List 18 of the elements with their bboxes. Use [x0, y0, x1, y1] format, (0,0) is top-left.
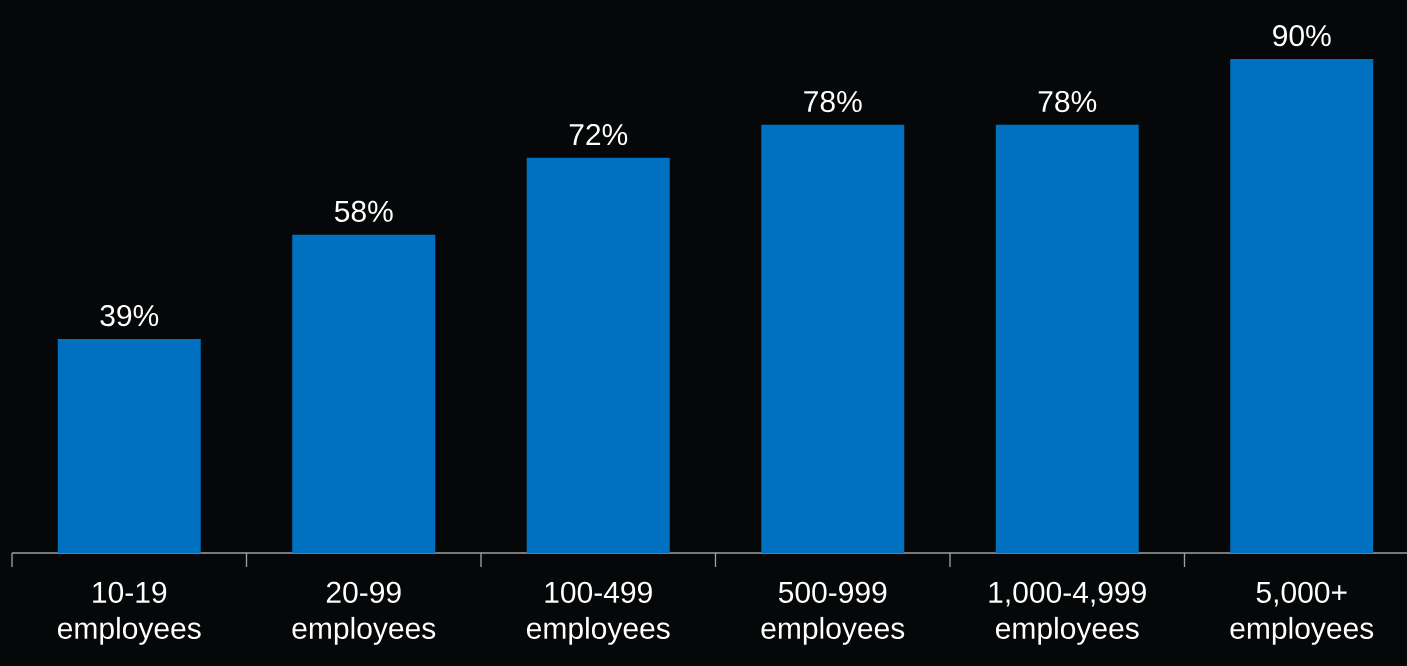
bar	[1230, 58, 1374, 553]
x-tick-label: 5,000+ employees	[1230, 581, 1374, 645]
data-label: 78%	[804, 90, 862, 113]
x-tick-label: 1,000-4,999 employees	[989, 581, 1146, 645]
data-label: 58%	[334, 200, 393, 222]
bar	[526, 157, 670, 553]
x-tick-label: 20-99 employees	[292, 581, 436, 645]
data-label: 72%	[569, 123, 628, 146]
bar	[995, 124, 1139, 553]
data-label: 39%	[100, 304, 159, 327]
data-label: 78%	[1038, 90, 1097, 113]
bar	[292, 234, 436, 553]
data-label: 90%	[1273, 25, 1331, 47]
x-tick-label: 100-499 employees	[526, 581, 670, 645]
x-tick-label: 500-999 employees	[761, 581, 905, 645]
bar	[57, 338, 201, 553]
bar	[761, 124, 905, 553]
x-tick-label: 10-19 employees	[57, 581, 201, 645]
